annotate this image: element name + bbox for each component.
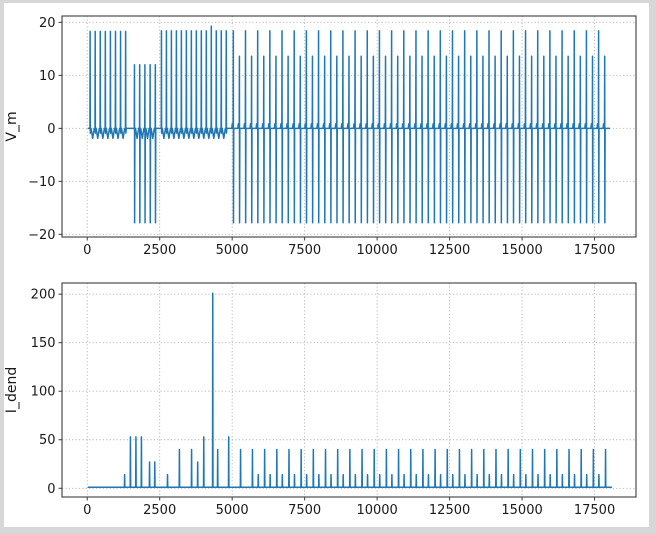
x-tick-label: 5000 [216,243,249,258]
axis-ticks [58,21,596,241]
y-tick-label: 150 [31,336,56,351]
x-tick-label: 7500 [288,503,321,518]
x-tick-label: 15000 [501,243,542,258]
vm-axis-label: V_m [4,111,20,141]
x-tick-label: 17500 [574,503,615,518]
x-tick-label: 0 [83,243,91,258]
tick-labels: 0 2500 5000 7500 10000 12500 15000 17500 0 50 100 1… [31,288,616,518]
x-tick-label: 17500 [574,243,615,258]
y-tick-label: 0 [47,482,55,497]
axis-ticks [58,293,596,501]
x-tick-label: 12500 [429,243,470,258]
y-tick-label: −10 [28,175,55,190]
y-tick-label: 10 [39,69,56,84]
idend-plot: I_dend 0 2500 5000 7500 10000 12500 15000 17500… [4,282,637,518]
axes-spines [61,282,637,498]
x-tick-label: 12500 [429,503,470,518]
x-tick-label: 15000 [501,503,542,518]
y-tick-label: 50 [39,433,56,448]
idend-axis-label: I_dend [4,367,20,413]
signal-trace [87,25,610,224]
x-tick-label: 10000 [356,243,397,258]
y-tick-label: 200 [31,288,56,303]
tick-labels: 0 2500 5000 7500 10000 12500 15000 17500 −20 −10 0… [28,16,615,258]
y-tick-label: −20 [28,228,55,243]
grid [62,283,636,497]
vm-plot: V_m 0 2500 5000 7500 10000 12500 15000 17500 −20… [4,15,637,258]
y-tick-label: 0 [47,122,55,137]
x-tick-label: 7500 [288,243,321,258]
y-tick-label: 20 [39,16,56,31]
signal-trace [87,292,612,489]
axes-spines [61,15,637,238]
x-tick-label: 2500 [143,503,176,518]
y-tick-label: 100 [31,385,56,400]
x-tick-label: 5000 [216,503,249,518]
x-tick-label: 2500 [143,243,176,258]
x-tick-label: 0 [83,503,91,518]
x-tick-label: 10000 [356,503,397,518]
